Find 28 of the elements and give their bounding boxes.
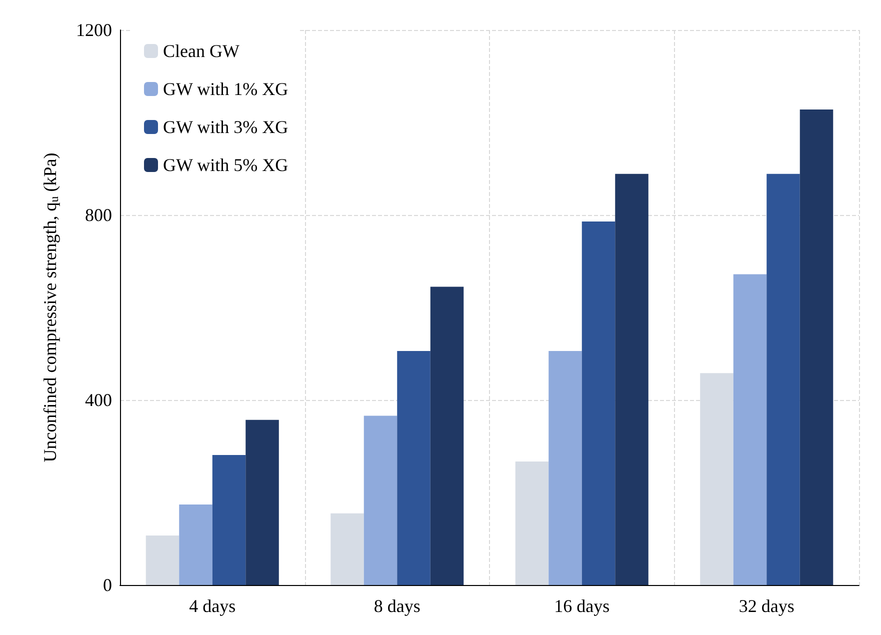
x-tick-label: 4 days bbox=[189, 596, 236, 616]
bar bbox=[800, 110, 834, 585]
bar bbox=[179, 504, 212, 585]
bar bbox=[582, 221, 616, 585]
y-tick-label: 0 bbox=[103, 575, 112, 595]
y-tick-label: 1200 bbox=[76, 20, 112, 40]
bar bbox=[146, 536, 180, 585]
legend-label: GW with 5% XG bbox=[163, 155, 288, 175]
bar bbox=[246, 420, 279, 585]
bar bbox=[766, 174, 800, 585]
x-tick-label: 16 days bbox=[554, 596, 610, 616]
x-tick-label: 8 days bbox=[374, 596, 420, 616]
bar bbox=[733, 274, 767, 585]
y-tick-label: 400 bbox=[85, 390, 112, 410]
bar bbox=[364, 416, 398, 585]
legend-label: GW with 1% XG bbox=[163, 79, 288, 99]
bar bbox=[212, 455, 246, 585]
y-axis-title: Unconfined compressive strength, qu (kPa) bbox=[40, 152, 61, 462]
bar bbox=[515, 462, 549, 585]
x-tick-label: 32 days bbox=[738, 596, 794, 616]
bar bbox=[615, 174, 648, 585]
legend-label: Clean GW bbox=[163, 41, 240, 61]
bar bbox=[430, 286, 464, 585]
bar bbox=[330, 513, 364, 585]
bar bbox=[548, 350, 582, 585]
legend-label: GW with 3% XG bbox=[163, 117, 288, 137]
y-tick-label: 800 bbox=[85, 205, 112, 225]
bar bbox=[397, 350, 430, 585]
